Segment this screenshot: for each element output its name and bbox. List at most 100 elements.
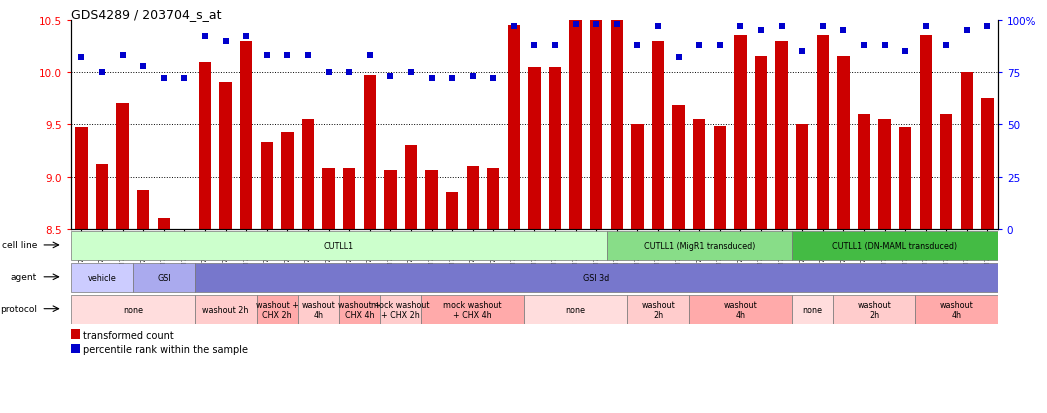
- Bar: [734, 36, 747, 229]
- Bar: [71, 295, 195, 324]
- Bar: [343, 169, 355, 229]
- Point: [506, 24, 522, 30]
- Point: [114, 53, 131, 59]
- Text: CUTLL1: CUTLL1: [324, 242, 354, 250]
- Bar: [792, 231, 998, 261]
- Bar: [755, 57, 767, 229]
- Bar: [363, 76, 376, 229]
- Point: [299, 53, 316, 59]
- Bar: [75, 128, 88, 229]
- Text: mock washout
+ CHX 2h: mock washout + CHX 2h: [372, 300, 430, 319]
- Bar: [652, 41, 664, 229]
- Point: [176, 76, 193, 82]
- Bar: [195, 263, 998, 292]
- Text: GDS4289 / 203704_s_at: GDS4289 / 203704_s_at: [71, 8, 222, 21]
- Point: [917, 24, 934, 30]
- Bar: [525, 295, 627, 324]
- Point: [794, 49, 810, 55]
- Point: [423, 76, 440, 82]
- Bar: [421, 295, 525, 324]
- Bar: [981, 99, 994, 229]
- Point: [94, 69, 111, 76]
- Point: [896, 49, 913, 55]
- Bar: [672, 106, 685, 229]
- Point: [547, 43, 563, 49]
- Text: washout
2h: washout 2h: [857, 300, 891, 319]
- Text: mock washout
+ CHX 4h: mock washout + CHX 4h: [444, 300, 502, 319]
- Point: [855, 43, 872, 49]
- Bar: [71, 231, 606, 261]
- Bar: [71, 263, 133, 292]
- Bar: [322, 169, 335, 229]
- Bar: [961, 73, 973, 229]
- Bar: [627, 295, 689, 324]
- Point: [465, 74, 482, 80]
- Bar: [899, 128, 911, 229]
- Text: vehicle: vehicle: [88, 273, 116, 282]
- Bar: [631, 125, 644, 229]
- Point: [527, 43, 543, 49]
- Bar: [796, 125, 808, 229]
- Point: [959, 28, 976, 34]
- Bar: [220, 83, 231, 229]
- Bar: [878, 120, 891, 229]
- Text: none: none: [565, 305, 585, 314]
- Point: [485, 76, 502, 82]
- Text: washout
2h: washout 2h: [641, 300, 675, 319]
- Point: [836, 28, 852, 34]
- Point: [135, 63, 152, 70]
- Bar: [833, 295, 915, 324]
- Bar: [425, 171, 438, 229]
- Bar: [137, 191, 150, 229]
- Text: GSI: GSI: [157, 273, 171, 282]
- Bar: [158, 219, 170, 229]
- Point: [732, 24, 749, 30]
- Point: [629, 43, 646, 49]
- Bar: [689, 295, 792, 324]
- Bar: [714, 127, 726, 229]
- Text: protocol: protocol: [0, 304, 37, 313]
- Text: none: none: [802, 305, 823, 314]
- Text: none: none: [122, 305, 143, 314]
- Bar: [302, 120, 314, 229]
- Bar: [71, 344, 81, 353]
- Point: [320, 69, 337, 76]
- Bar: [240, 41, 252, 229]
- Point: [259, 53, 275, 59]
- Point: [712, 43, 729, 49]
- Text: washout +
CHX 4h: washout + CHX 4h: [338, 300, 381, 319]
- Point: [444, 76, 461, 82]
- Bar: [529, 68, 540, 229]
- Bar: [693, 120, 706, 229]
- Text: percentile rank within the sample: percentile rank within the sample: [83, 344, 248, 354]
- Point: [73, 55, 90, 62]
- Text: washout
4h: washout 4h: [302, 300, 335, 319]
- Bar: [467, 166, 478, 229]
- Point: [567, 21, 584, 28]
- Bar: [838, 57, 849, 229]
- Bar: [339, 295, 380, 324]
- Text: transformed count: transformed count: [83, 330, 174, 340]
- Bar: [405, 146, 417, 229]
- Text: washout 2h: washout 2h: [202, 305, 249, 314]
- Point: [402, 69, 419, 76]
- Point: [608, 21, 625, 28]
- Bar: [606, 231, 792, 261]
- Point: [649, 24, 666, 30]
- Point: [587, 21, 604, 28]
- Bar: [792, 295, 833, 324]
- Bar: [508, 26, 520, 229]
- Bar: [940, 114, 953, 229]
- Bar: [199, 62, 211, 229]
- Point: [691, 43, 708, 49]
- Bar: [384, 171, 397, 229]
- Point: [382, 74, 399, 80]
- Bar: [446, 193, 459, 229]
- Bar: [487, 169, 499, 229]
- Bar: [591, 21, 602, 229]
- Point: [279, 53, 296, 59]
- Point: [670, 55, 687, 62]
- Bar: [261, 142, 273, 229]
- Bar: [915, 295, 998, 324]
- Text: agent: agent: [10, 273, 37, 282]
